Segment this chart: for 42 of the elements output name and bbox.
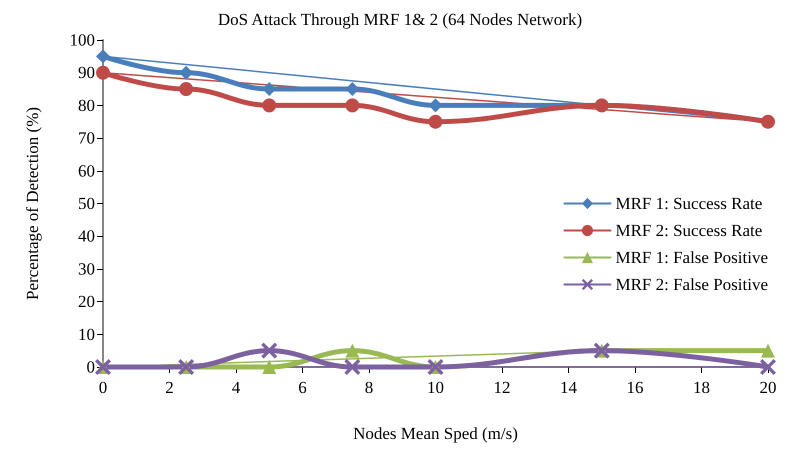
x-tick-label: 12	[494, 378, 510, 397]
y-tick-label: 10	[78, 324, 95, 344]
point	[345, 344, 360, 358]
x-tick-label: 16	[626, 378, 644, 397]
x-tick-label: 8	[364, 378, 374, 397]
y-axis-title: Percentage of Detection (%)	[23, 106, 42, 300]
x-tick-label: 10	[427, 378, 444, 397]
y-tick-label: 50	[78, 194, 95, 213]
x-tick-label: 6	[298, 378, 307, 397]
y-tick-label: 60	[78, 161, 95, 180]
point	[344, 359, 360, 375]
point	[428, 98, 442, 112]
y-tick-label: 40	[78, 226, 95, 246]
y-tick-label: 20	[78, 292, 95, 312]
point	[262, 98, 276, 112]
legend-label: MRF 2: Success Rate	[615, 221, 762, 240]
point	[96, 66, 110, 80]
x-tick-label: 18	[693, 378, 710, 397]
y-tick-label: 30	[78, 259, 95, 278]
x-tick-label: 2	[165, 378, 174, 397]
point	[261, 342, 278, 359]
point	[262, 360, 276, 374]
y-tick-label: 80	[78, 96, 95, 115]
chart-title: DoS Attack Through MRF 1& 2 (64 Nodes Network)	[218, 10, 582, 29]
point	[96, 49, 110, 64]
point	[760, 359, 776, 375]
x-tick-label: 0	[98, 378, 108, 397]
legend-label: MRF 1: False Positive	[615, 248, 768, 267]
point	[345, 98, 360, 112]
y-tick-label: 70	[78, 128, 95, 148]
point	[428, 114, 442, 129]
y-tick-label: 0	[86, 358, 95, 376]
point	[179, 82, 194, 96]
x-tick-label: 4	[232, 378, 241, 397]
legend-label: MRF 1: Success Rate	[615, 194, 762, 213]
y-tick-label: 100	[70, 30, 95, 50]
x-axis-title: Nodes Mean Sped (m/s)	[353, 424, 518, 443]
x-tick-label: 20	[760, 378, 776, 397]
legend-label: MRF 2: False Positive	[615, 275, 768, 294]
point	[761, 344, 775, 358]
x-tick-label: 14	[560, 378, 578, 397]
y-tick-label: 90	[78, 63, 95, 82]
